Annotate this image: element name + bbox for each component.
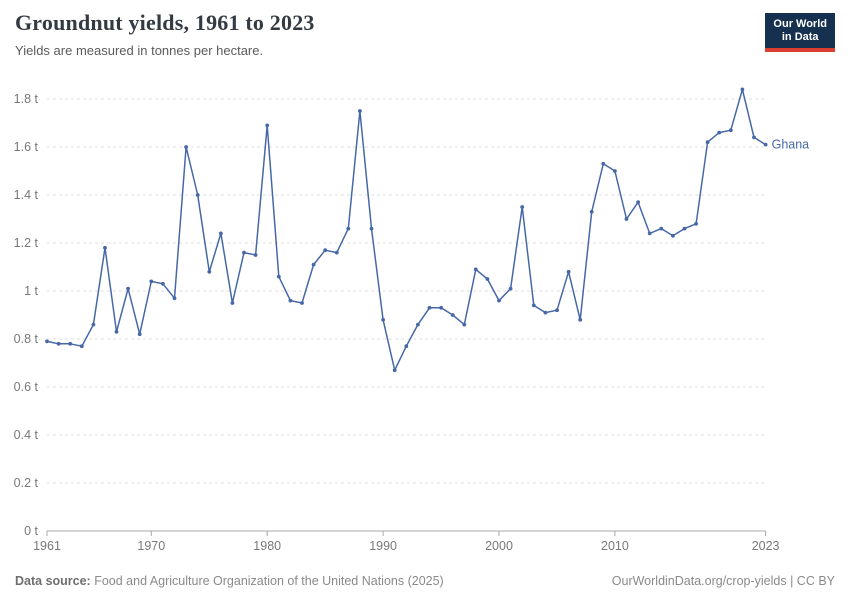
data-point[interactable] — [91, 322, 96, 327]
y-tick-label: 0.4 t — [14, 428, 39, 442]
data-point[interactable] — [195, 193, 200, 197]
data-point[interactable] — [427, 305, 432, 310]
y-tick-label: 1.6 t — [14, 140, 39, 154]
y-tick-label: 0.8 t — [14, 332, 39, 346]
data-point[interactable] — [671, 233, 675, 238]
data-point[interactable] — [126, 286, 130, 291]
y-tick-label: 1.8 t — [14, 92, 39, 106]
data-point[interactable] — [555, 308, 559, 313]
x-tick-label: 1961 — [33, 539, 61, 553]
data-point[interactable] — [728, 128, 733, 133]
data-point[interactable] — [752, 135, 756, 140]
data-point[interactable] — [462, 322, 467, 327]
chart-footer: Data source: Food and Agriculture Organi… — [15, 574, 835, 588]
data-point[interactable] — [161, 281, 165, 286]
data-point[interactable] — [45, 339, 49, 344]
data-point[interactable] — [103, 245, 107, 250]
data-point[interactable] — [416, 322, 420, 327]
x-tick-label: 1990 — [369, 539, 397, 553]
data-point[interactable] — [56, 341, 61, 346]
data-point[interactable] — [242, 250, 246, 255]
data-point[interactable] — [740, 87, 745, 92]
data-point[interactable] — [647, 231, 652, 236]
chart-header: Groundnut yields, 1961 to 2023 Yields ar… — [15, 10, 835, 58]
owid-logo-line1: Our World — [773, 18, 827, 30]
data-point[interactable] — [566, 269, 571, 274]
y-tick-label: 0 t — [24, 524, 38, 538]
data-point[interactable] — [346, 226, 351, 231]
data-point[interactable] — [694, 221, 698, 226]
data-point[interactable] — [253, 253, 258, 257]
page-title: Groundnut yields, 1961 to 2023 — [15, 10, 315, 35]
data-point[interactable] — [601, 161, 606, 166]
data-point[interactable] — [705, 140, 710, 145]
footer-links[interactable]: OurWorldinData.org/crop-yields | CC BY — [611, 574, 835, 588]
data-point[interactable] — [497, 298, 501, 303]
y-tick-label: 1.4 t — [14, 188, 39, 202]
y-tick-label: 0.6 t — [14, 380, 39, 394]
data-point[interactable] — [589, 209, 594, 214]
data-point[interactable] — [543, 310, 548, 315]
owid-logo-line2: in Data — [781, 31, 819, 43]
data-point[interactable] — [531, 303, 536, 308]
data-point[interactable] — [636, 200, 640, 205]
data-source: Data source: Food and Agriculture Organi… — [15, 574, 444, 588]
data-point[interactable] — [79, 344, 84, 349]
data-point[interactable] — [172, 296, 177, 301]
data-point[interactable] — [624, 217, 629, 221]
data-point[interactable] — [613, 169, 617, 173]
x-tick-label: 2000 — [485, 539, 513, 553]
y-tick-label: 0.2 t — [14, 476, 39, 490]
data-point[interactable] — [659, 226, 664, 231]
data-point[interactable] — [381, 317, 385, 322]
x-tick-label: 1980 — [253, 539, 281, 553]
data-point[interactable] — [137, 332, 142, 337]
data-point[interactable] — [473, 267, 478, 272]
data-point[interactable] — [265, 123, 270, 128]
data-point[interactable] — [392, 368, 397, 373]
data-point[interactable] — [369, 226, 374, 231]
page-subtitle: Yields are measured in tonnes per hectar… — [15, 43, 264, 58]
data-point[interactable] — [276, 274, 281, 279]
data-point[interactable] — [334, 250, 339, 255]
data-point[interactable] — [450, 313, 455, 317]
data-point[interactable] — [300, 301, 304, 305]
data-point[interactable] — [358, 109, 362, 113]
entity-label[interactable]: Ghana — [772, 138, 810, 152]
data-point[interactable] — [207, 269, 212, 274]
data-point[interactable] — [404, 344, 409, 349]
y-tick-label: 1.2 t — [14, 236, 39, 250]
data-point[interactable] — [485, 277, 490, 281]
y-tick-label: 1 t — [24, 284, 38, 298]
data-point[interactable] — [578, 317, 583, 322]
data-point[interactable] — [149, 279, 154, 284]
data-point[interactable] — [508, 286, 513, 291]
data-point[interactable] — [439, 305, 443, 310]
data-point[interactable] — [520, 205, 525, 209]
x-tick-label: 2023 — [752, 539, 780, 553]
x-tick-label: 2010 — [601, 539, 629, 553]
data-point[interactable] — [219, 231, 223, 236]
data-point[interactable] — [230, 301, 235, 305]
data-source-label: Data source: — [15, 574, 91, 588]
data-point[interactable] — [682, 226, 687, 231]
data-point[interactable] — [763, 142, 768, 147]
data-point[interactable] — [184, 145, 189, 149]
line-chart: 0 t 0.2 t 0.4 t 0.6 t 0.8 t 1 t 1.2 t 1.4 t 1.6 … — [14, 87, 810, 553]
data-point[interactable] — [68, 341, 73, 346]
data-point[interactable] — [717, 130, 722, 135]
data-point[interactable] — [288, 298, 293, 303]
owid-logo[interactable]: Our World in Data — [765, 13, 835, 52]
data-point[interactable] — [311, 262, 316, 267]
data-point[interactable] — [323, 248, 328, 253]
data-source-text: Food and Agriculture Organization of the… — [90, 574, 444, 588]
data-line[interactable] — [46, 88, 767, 371]
x-tick-label: 1970 — [137, 539, 165, 553]
data-point[interactable] — [114, 329, 119, 334]
